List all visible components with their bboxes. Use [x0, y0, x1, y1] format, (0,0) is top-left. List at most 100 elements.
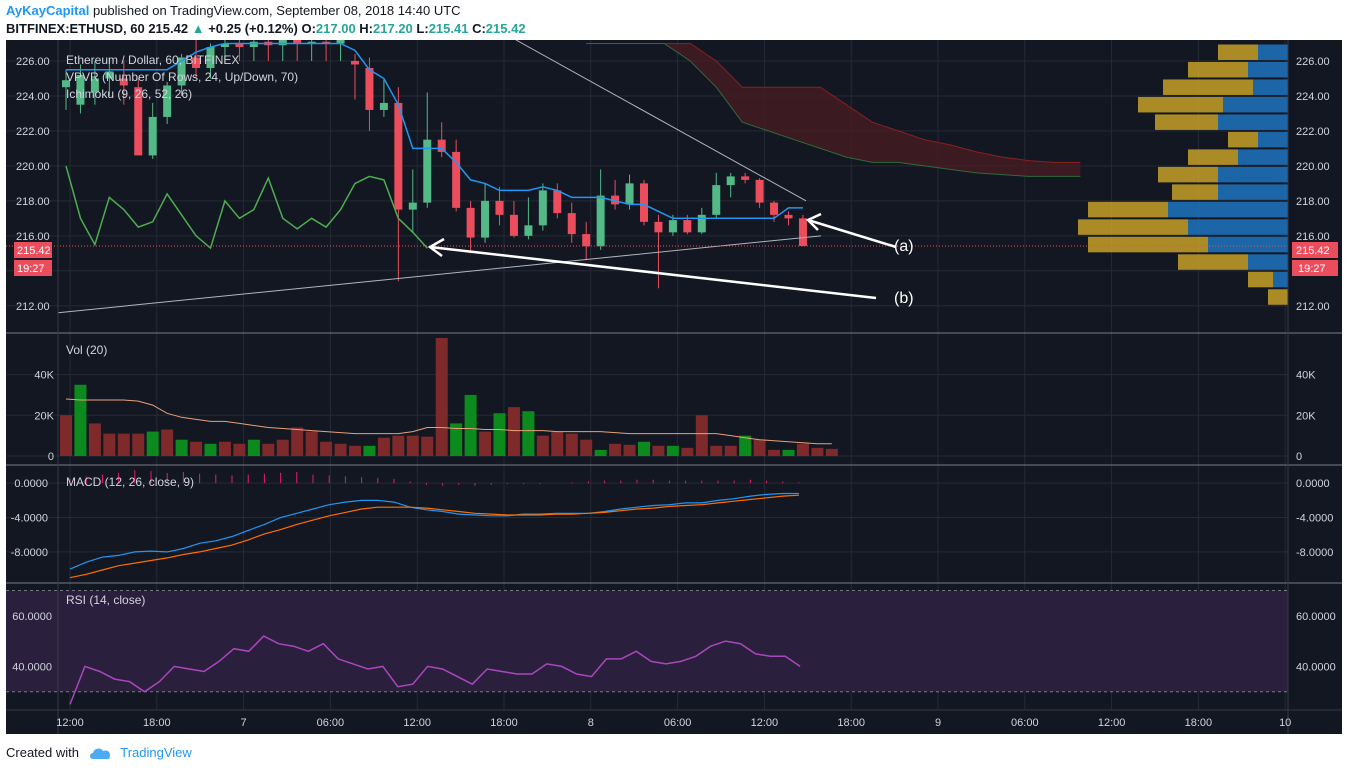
- rsi-y-label-left: 40.0000: [12, 661, 52, 673]
- open-value: 217.00: [315, 21, 356, 36]
- candle-body: [351, 60, 359, 65]
- vpvr-down-row: [1218, 44, 1258, 60]
- vpvr-down-row: [1078, 219, 1188, 235]
- volume-bar: [349, 445, 361, 456]
- low-value: 215.41: [428, 21, 469, 36]
- volume-bar: [450, 423, 463, 456]
- change-up-icon: ▲: [191, 21, 205, 36]
- candle-body: [784, 214, 793, 219]
- candle-body: [495, 200, 504, 215]
- volume-bar: [146, 431, 159, 456]
- x-tick-label: 06:00: [1011, 717, 1039, 729]
- x-tick-label: 18:00: [143, 717, 171, 729]
- candle-body: [322, 41, 331, 44]
- macd-y-label-left: -4.0000: [11, 513, 48, 525]
- trendline-resistance: [515, 39, 807, 202]
- volume-bar: [739, 435, 752, 456]
- macd-y-label-right: -8.0000: [1296, 547, 1333, 559]
- volume-bar: [638, 441, 650, 456]
- arrow-b-shaft: [429, 245, 877, 300]
- tradingview-link[interactable]: TradingView: [120, 745, 192, 760]
- x-tick-label: 18:00: [1185, 717, 1213, 729]
- countdown-tag-right: [1292, 260, 1338, 276]
- candle-body: [640, 183, 648, 222]
- candle-body: [90, 78, 99, 93]
- volume-bar: [334, 443, 347, 456]
- candle-body: [481, 200, 490, 238]
- countdown-tag-left: [14, 260, 52, 276]
- candle-body: [582, 234, 591, 247]
- volume-bar: [132, 433, 145, 456]
- volume-bar: [666, 445, 679, 456]
- volume-bar: [796, 443, 809, 456]
- candle-body: [553, 190, 562, 214]
- candle-body: [726, 176, 735, 186]
- x-tick-label: 12:00: [403, 717, 431, 729]
- volume-bar: [60, 415, 72, 456]
- vpvr-up-row: [1248, 254, 1288, 270]
- chart-area[interactable]: 12:00 18:00 7 06:00 12:00 18:00 8 06:00 12:00 18:…: [6, 34, 1342, 734]
- chart-svg[interactable]: 12:00 18:00 7 06:00 12:00 18:00 8 06:00 12:00 18:…: [6, 34, 1342, 734]
- volume-bar: [551, 431, 564, 456]
- candle-body: [712, 185, 721, 215]
- volume-bar: [233, 443, 246, 456]
- vpvr-down-row: [1178, 254, 1248, 270]
- footer: Created with TradingView: [6, 744, 192, 762]
- candle-body: [293, 40, 302, 44]
- x-tick-label: 12:00: [1098, 717, 1126, 729]
- arrow-a-head: [805, 212, 822, 231]
- candle-body: [336, 40, 345, 44]
- candles: [62, 34, 807, 289]
- y-tick-label-left: 212.00: [16, 301, 50, 313]
- price-tag-left: [14, 242, 52, 258]
- volume-bar: [479, 431, 492, 456]
- vpvr-up-row: [1248, 61, 1288, 78]
- volume-bar: [536, 435, 549, 456]
- volume-pane: [60, 337, 838, 456]
- price-tag-left-text: 215.42: [17, 245, 51, 257]
- macd-y-label-right: 0.0000: [1296, 478, 1330, 490]
- y-tick-label-left: 222.00: [16, 126, 50, 138]
- legend-vol: Vol (20): [66, 343, 107, 357]
- close-label: C:: [472, 21, 486, 36]
- candle-body: [278, 40, 287, 46]
- volume-bar: [363, 445, 376, 456]
- volume-ma-line: [65, 398, 832, 445]
- candle-body: [76, 74, 85, 105]
- volume-bar: [175, 439, 188, 456]
- volume-bar: [218, 441, 231, 456]
- volume-bar: [320, 441, 333, 456]
- x-tick-label: 18:00: [837, 717, 865, 729]
- rsi-line: [69, 635, 801, 705]
- candle-body: [538, 190, 547, 226]
- vpvr-up-row: [1168, 201, 1288, 218]
- volume-bar: [493, 413, 506, 456]
- x-tick-label: 12:00: [56, 717, 84, 729]
- volume-bar: [681, 447, 694, 456]
- arrow-a-shaft: [807, 218, 897, 249]
- volume-bar: [594, 449, 607, 456]
- candle-body: [105, 71, 114, 79]
- author-link[interactable]: AyKayCapital: [6, 3, 90, 18]
- created-with-label: Created with: [6, 745, 79, 760]
- x-tick-label: 10: [1279, 717, 1291, 729]
- y-tick-label-right: 212.00: [1296, 301, 1330, 313]
- candle-body: [741, 176, 750, 180]
- candle-body: [235, 43, 244, 47]
- candle-body: [567, 213, 576, 235]
- y-tick-label-right: 218.00: [1296, 196, 1330, 208]
- x-tick-label: 12:00: [751, 717, 779, 729]
- volume-bar: [305, 431, 318, 456]
- candle-body: [524, 225, 533, 236]
- macd-y-label-left: 0.0000: [14, 478, 48, 490]
- publish-info: published on TradingView.com, September …: [92, 3, 461, 18]
- volume-bar: [710, 445, 723, 456]
- vpvr-down-row: [1158, 166, 1218, 183]
- vpvr-down-row: [1248, 271, 1273, 288]
- legend-ichimoku: Ichimoku (9, 26, 52, 26): [66, 87, 192, 101]
- vpvr-up-row: [1218, 184, 1288, 200]
- volume-bar: [247, 439, 260, 456]
- vpvr-up-row: [1218, 114, 1288, 130]
- vol-y-label-left: 0: [48, 451, 54, 463]
- change-value: +0.25 (+0.12%): [208, 21, 298, 36]
